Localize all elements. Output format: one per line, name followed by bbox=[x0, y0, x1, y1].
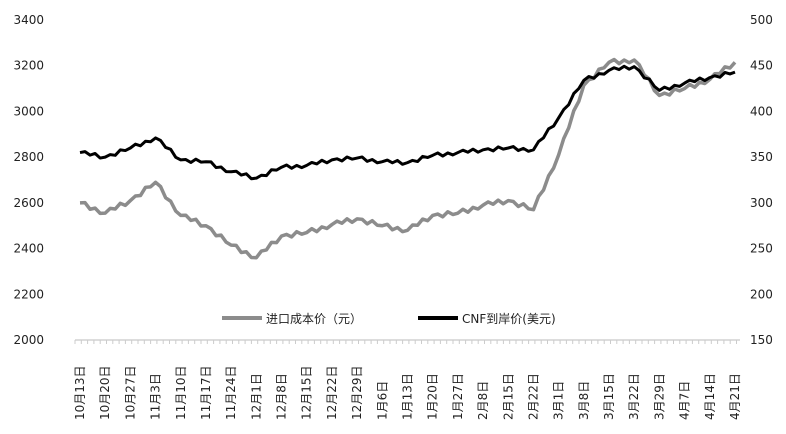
x-tick-label: 12月29日 bbox=[350, 365, 364, 420]
right-axis: 150 200 250 300 350 400 450 500 bbox=[750, 13, 773, 347]
x-tick-label: 4月21日 bbox=[728, 373, 742, 420]
x-tick-label: 3月29日 bbox=[652, 373, 666, 420]
x-tick-label: 3月1日 bbox=[552, 381, 566, 420]
left-tick-label: 2200 bbox=[13, 287, 44, 301]
right-tick-label: 500 bbox=[750, 13, 773, 27]
right-tick-label: 250 bbox=[750, 242, 773, 256]
x-axis: 10月13日 10月20日 10月27日 11月3日 11月10日 11月17日 11月24… bbox=[73, 340, 742, 420]
right-tick-label: 200 bbox=[750, 287, 773, 301]
x-tick-label: 1月20日 bbox=[426, 373, 440, 420]
left-tick-label: 3400 bbox=[13, 13, 44, 27]
legend: 进口成本价（元） CNF到岸价(美元) bbox=[222, 312, 556, 326]
x-tick-label: 3月22日 bbox=[627, 373, 641, 420]
x-tick-label: 11月10日 bbox=[174, 365, 188, 420]
series-line-1 bbox=[79, 64, 736, 181]
right-tick-label: 350 bbox=[750, 150, 773, 164]
x-tick-label: 12月15日 bbox=[300, 365, 314, 420]
x-tick-label: 2月8日 bbox=[476, 381, 490, 420]
x-tick-label: 1月13日 bbox=[401, 373, 415, 420]
left-tick-label: 3200 bbox=[13, 59, 44, 73]
right-tick-label: 300 bbox=[750, 196, 773, 210]
x-tick-label: 1月27日 bbox=[451, 373, 465, 420]
left-tick-label: 2000 bbox=[13, 333, 44, 347]
x-tick-label: 4月7日 bbox=[678, 381, 692, 420]
right-tick-label: 150 bbox=[750, 333, 773, 347]
series-lines bbox=[79, 57, 737, 260]
x-tick-label: 3月8日 bbox=[577, 381, 591, 420]
x-tick-label: 2月15日 bbox=[501, 373, 515, 420]
x-tick-label: 11月17日 bbox=[199, 365, 213, 420]
right-tick-label: 400 bbox=[750, 104, 773, 118]
left-tick-label: 3000 bbox=[13, 104, 44, 118]
x-tick-label: 1月6日 bbox=[375, 381, 389, 420]
left-tick-label: 2600 bbox=[13, 196, 44, 210]
x-tick-label: 12月1日 bbox=[249, 373, 263, 420]
x-tick-label: 4月14日 bbox=[703, 373, 717, 420]
left-tick-label: 2800 bbox=[13, 150, 44, 164]
x-tick-label: 11月24日 bbox=[224, 365, 238, 420]
x-tick-label: 12月8日 bbox=[275, 373, 289, 420]
legend-label-1: CNF到岸价(美元) bbox=[462, 312, 556, 326]
x-tick-label: 12月22日 bbox=[325, 365, 339, 420]
right-tick-label: 450 bbox=[750, 59, 773, 73]
x-tick-label: 10月27日 bbox=[123, 365, 137, 420]
left-tick-label: 2400 bbox=[13, 242, 44, 256]
x-tick-label: 10月13日 bbox=[73, 365, 87, 420]
legend-label-0: 进口成本价（元） bbox=[266, 312, 362, 326]
series-line-0 bbox=[79, 57, 737, 260]
x-tick-label: 3月15日 bbox=[602, 373, 616, 420]
left-axis: 2000 2200 2400 2600 2800 3000 3200 3400 bbox=[13, 13, 44, 347]
x-tick-label: 11月3日 bbox=[149, 373, 163, 420]
x-tick-label: 10月20日 bbox=[98, 365, 112, 420]
x-tick-label: 2月22日 bbox=[526, 373, 540, 420]
